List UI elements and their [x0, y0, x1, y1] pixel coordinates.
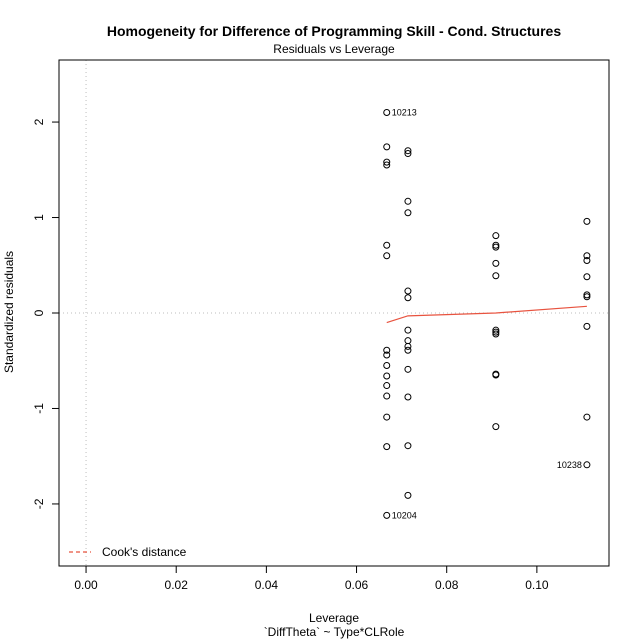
plot-frame [58, 59, 610, 567]
data-point [583, 291, 591, 299]
x-tick-label: 0.06 [345, 578, 369, 592]
data-point [383, 158, 391, 166]
data-point [404, 209, 412, 217]
smooth-line-group [386, 305, 587, 324]
y-tick-label: -2 [32, 498, 46, 509]
x-axis-sublabel: `DiffTheta` ~ Type*CLRole [264, 625, 405, 639]
point-labels-group: 10213 10204 10238 [392, 108, 582, 521]
data-point [583, 293, 591, 301]
data-point [383, 351, 391, 359]
points-group [383, 109, 591, 519]
data-point [583, 273, 591, 281]
data-point [383, 382, 391, 390]
data-point [383, 346, 391, 354]
data-point [404, 197, 412, 205]
data-point [492, 371, 500, 379]
x-tick-label: 0.00 [74, 578, 98, 592]
data-point [492, 272, 500, 280]
data-point [492, 423, 500, 431]
data-point [583, 252, 591, 260]
point-label: 10204 [392, 510, 417, 520]
data-point [383, 109, 391, 117]
data-point [383, 443, 391, 451]
chart-subtitle: Residuals vs Leverage [273, 42, 395, 56]
data-point [492, 330, 500, 338]
data-point [492, 328, 500, 336]
point-label: 10213 [392, 108, 417, 118]
data-point [404, 442, 412, 450]
x-tick-label: 0.04 [255, 578, 279, 592]
data-point [583, 322, 591, 330]
x-tick-label: 0.10 [525, 578, 549, 592]
legend-label: Cook's distance [102, 545, 187, 559]
chart-title: Homogeneity for Difference of Programmin… [107, 23, 561, 39]
data-point [383, 241, 391, 249]
data-point [383, 392, 391, 400]
reference-lines [59, 60, 609, 566]
data-point [383, 143, 391, 151]
y-axis: -2 -1 0 1 2 [32, 118, 60, 509]
data-point [383, 252, 391, 260]
data-point [404, 287, 412, 295]
data-point [383, 372, 391, 380]
data-point [404, 326, 412, 334]
legend: Cook's distance [69, 545, 187, 559]
smooth-line [386, 305, 587, 324]
data-point [492, 243, 500, 251]
x-tick-label: 0.08 [435, 578, 459, 592]
data-point [583, 217, 591, 225]
data-point [583, 256, 591, 264]
data-point [404, 337, 412, 345]
x-tick-label: 0.02 [165, 578, 189, 592]
data-point [492, 232, 500, 240]
data-point [404, 365, 412, 373]
data-point [383, 413, 391, 421]
data-point [492, 241, 500, 249]
y-tick-label: 0 [32, 309, 46, 316]
y-tick-label: 2 [32, 118, 46, 125]
data-point [383, 362, 391, 370]
point-label: 10238 [557, 460, 582, 470]
data-point [404, 491, 412, 499]
data-point [404, 393, 412, 401]
data-point [404, 147, 412, 155]
data-point [383, 511, 391, 519]
data-point [583, 461, 591, 469]
x-axis-label: Leverage [309, 611, 359, 625]
data-point [492, 259, 500, 267]
data-point [404, 294, 412, 302]
y-tick-label: -1 [32, 403, 46, 414]
data-point [583, 413, 591, 421]
x-axis: 0.00 0.02 0.04 0.06 0.08 0.10 [74, 565, 549, 592]
data-point [404, 150, 412, 158]
data-point [404, 346, 412, 354]
data-point [383, 161, 391, 169]
y-tick-label: 1 [32, 214, 46, 221]
y-axis-label: Standardized residuals [2, 251, 16, 373]
data-point [492, 326, 500, 334]
data-point [404, 342, 412, 350]
